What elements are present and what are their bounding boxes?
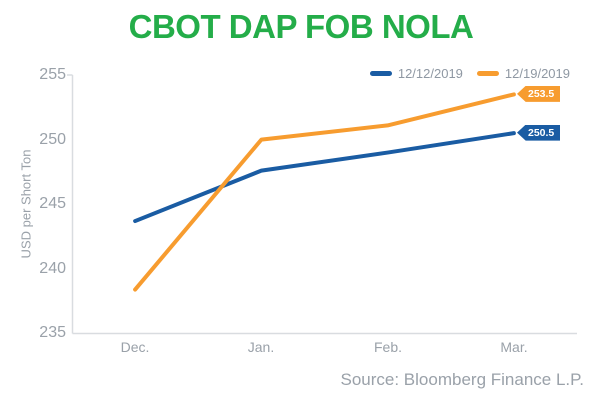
legend-item: 12/19/2019 — [476, 66, 570, 81]
source-credit: Source: Bloomberg Finance L.P. — [340, 370, 585, 389]
series-line-1 — [133, 92, 516, 292]
plot-svg — [67, 74, 577, 335]
y-tick-label: 250 — [39, 131, 66, 148]
series-end-label: 250.5 — [528, 126, 555, 139]
legend: 12/12/2019 12/19/2019 — [369, 66, 570, 81]
series-end-label: 253.5 — [528, 87, 555, 100]
legend-item: 12/12/2019 — [369, 66, 463, 81]
y-tick-label: 255 — [39, 66, 66, 83]
x-tick-label: Jan. — [247, 339, 275, 355]
y-tick-label: 240 — [39, 260, 66, 277]
legend-line-icon — [369, 71, 392, 76]
x-tick-label: Mar. — [500, 339, 528, 355]
series-end-tag: 253.5 — [517, 85, 561, 102]
chart-title: CBOT DAP FOB NOLA — [128, 8, 474, 45]
series-line-0 — [133, 131, 516, 224]
y-tick-label: 245 — [39, 195, 66, 212]
series-end-tag: 250.5 — [517, 124, 561, 141]
x-tick-label: Dec. — [120, 339, 150, 355]
legend-label: 12/19/2019 — [504, 66, 570, 81]
legend-line-icon — [476, 71, 499, 76]
y-tick-label: 235 — [39, 324, 66, 341]
x-tick-label: Feb. — [373, 339, 402, 355]
legend-label: 12/12/2019 — [397, 66, 463, 81]
